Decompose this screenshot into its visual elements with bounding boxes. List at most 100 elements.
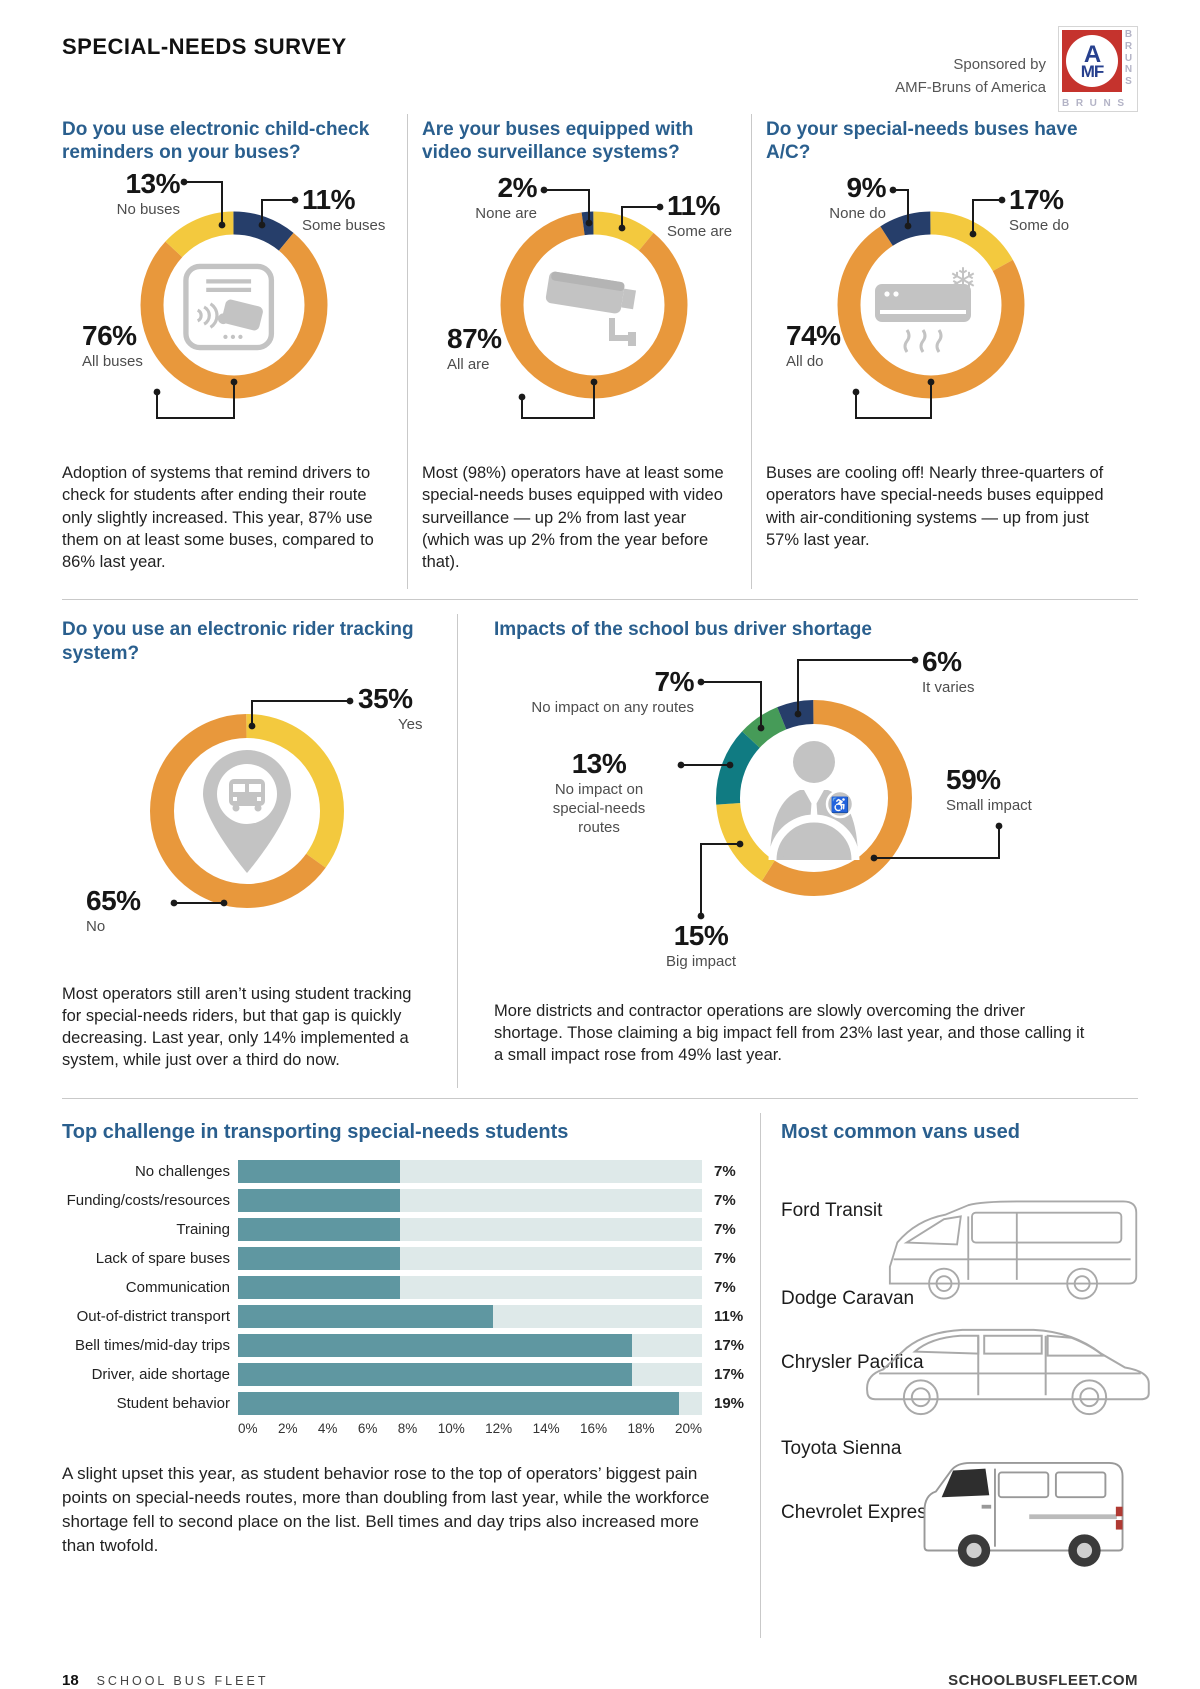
child-check-question: Do you use electronic child-check remind…	[62, 119, 370, 164]
callout-it-varies: 6% It varies	[922, 645, 975, 696]
callout-no: 65% No	[86, 884, 141, 935]
bar-track	[238, 1188, 702, 1212]
section-divider-1	[62, 599, 1138, 601]
ac-question: Do your special-needs buses have A/C?	[766, 119, 1078, 164]
callout-all-buses: 76% All buses	[82, 320, 143, 371]
van-name-ford-transit: Ford Transit	[781, 1199, 883, 1221]
sponsor-block: Sponsored by AMF-Bruns of America A MF B…	[895, 26, 1138, 112]
callout-some-are: 11% Some are	[667, 190, 733, 241]
callout-small-impact: 59% Small impact	[946, 763, 1032, 814]
bus-location-pin-icon	[203, 749, 291, 873]
video-donut-chart: 2% None are 11% Some are 87% All are	[422, 170, 752, 446]
donut-svg	[140, 178, 328, 420]
bar-chart: No challenges 7% Funding/costs/resources 7…	[62, 1159, 760, 1436]
bar-row: Lack of spare buses 7%	[62, 1246, 760, 1270]
chrysler-pacifica-illustration	[866, 1328, 1150, 1415]
vans-title: Most common vans used	[781, 1120, 1020, 1143]
middle-survey-row: Do you use an electronic rider tracking …	[62, 614, 1138, 1088]
header: SPECIAL-NEEDS SURVEY Sponsored by AMF-Br…	[62, 26, 1138, 114]
callout-some-do: 17% Some do	[1009, 184, 1070, 235]
donut-svg	[500, 186, 688, 420]
bar-track	[238, 1275, 702, 1299]
amf-logo-red-square: A MF	[1062, 30, 1122, 92]
callout-yes: 35% Yes	[358, 682, 423, 733]
svg-text:♿: ♿	[831, 796, 850, 814]
callout-no-impact-sn: 13% No impact on special-needs routes	[552, 747, 646, 836]
bar-track	[238, 1362, 702, 1386]
driver-shortage-note: More districts and contractor operations…	[494, 1001, 1085, 1064]
bar-row: Training 7%	[62, 1217, 760, 1241]
bar-row: No challenges 7%	[62, 1159, 760, 1183]
van-name-toyota-sienna: Toyota Sienna	[781, 1437, 902, 1459]
rider-tracking-card: Do you use an electronic rider tracking …	[62, 614, 457, 1087]
donut-svg	[837, 186, 1025, 420]
amf-logo-monogram: A MF	[1066, 35, 1118, 87]
bar-row: Bell times/mid-day trips 17%	[62, 1333, 760, 1357]
child-check-donut-chart: 13% No buses 11% Some buses 76% All buse…	[62, 170, 392, 446]
bar-track	[238, 1217, 702, 1241]
callout-big-impact: 15% Big impact	[665, 919, 737, 970]
callout-all-are: 87% All are	[447, 323, 502, 374]
sponsor-text: Sponsored by AMF-Bruns of America	[895, 56, 1046, 96]
driver-shortage-donut-chart: ♿ 6% It varies 7% No impact on any route…	[494, 645, 1114, 984]
video-note: Most (98%) operators have at least some …	[422, 464, 724, 571]
bar-track	[238, 1246, 702, 1270]
callout-some-buses: 11% Some buses	[302, 184, 386, 235]
page-number: 18	[62, 1671, 79, 1689]
security-camera-icon	[545, 271, 637, 347]
driver-shortage-title: Impacts of the school bus driver shortag…	[494, 619, 872, 641]
ac-card: Do your special-needs buses have A/C? ❄	[751, 114, 1138, 590]
top-survey-row: Do you use electronic child-check remind…	[62, 114, 1138, 590]
van-name-dodge-caravan: Dodge Caravan	[781, 1287, 915, 1309]
ac-donut-chart: ❄ 9% None do 17% Some do 74% All do	[766, 170, 1096, 446]
bus-driver-icon: ♿	[768, 740, 860, 860]
tracking-question: Do you use an electronic rider tracking …	[62, 619, 414, 664]
van-name-chevrolet-express: Chevrolet Express	[781, 1501, 937, 1523]
bar-track	[238, 1333, 702, 1357]
bar-chart-note: A slight upset this year, as student beh…	[62, 1463, 710, 1556]
vans-list: Ford Transit Dodge Caravan Chrysler Paci…	[781, 1160, 1150, 1638]
donut-svg	[150, 697, 354, 908]
callout-none-are: 2% None are	[475, 172, 537, 223]
bar-track	[238, 1159, 702, 1183]
ac-note: Buses are cooling off! Nearly three-quar…	[766, 464, 1104, 549]
page-footer: 18 SCHOOL BUS FLEET SCHOOLBUSFLEET.COM	[62, 1672, 1138, 1689]
child-check-card: Do you use electronic child-check remind…	[62, 114, 407, 589]
child-check-reader-icon	[183, 264, 275, 351]
footer-left: 18 SCHOOL BUS FLEET	[62, 1672, 268, 1689]
air-conditioner-icon: ❄	[875, 262, 977, 354]
video-surveillance-card: Are your buses equipped with video surve…	[407, 114, 752, 590]
callout-none-do: 9% None do	[829, 172, 886, 223]
video-question: Are your buses equipped with video surve…	[422, 119, 694, 164]
bar-row: Out-of-district transport 11%	[62, 1304, 760, 1328]
child-check-note: Adoption of systems that remind drivers …	[62, 464, 374, 571]
tracking-donut-chart: 35% Yes 65% No	[62, 671, 457, 967]
chevrolet-express-illustration	[923, 1461, 1124, 1567]
bar-track	[238, 1304, 702, 1328]
bar-row: Driver, aide shortage 17%	[62, 1362, 760, 1386]
vans-card: Most common vans used Ford Transit Dodge…	[760, 1112, 1150, 1638]
bottom-row: Top challenge in transporting special-ne…	[62, 1112, 1150, 1638]
donut-svg	[677, 656, 1003, 919]
top-challenge-card: Top challenge in transporting special-ne…	[62, 1113, 760, 1638]
footer-brand: SCHOOL BUS FLEET	[96, 1673, 269, 1688]
bar-chart-title: Top challenge in transporting special-ne…	[62, 1120, 569, 1143]
bar-track	[238, 1391, 702, 1415]
footer-site: SCHOOLBUSFLEET.COM	[948, 1671, 1138, 1689]
bar-row: Communication 7%	[62, 1275, 760, 1299]
x-axis-ticks: 0% 2% 4% 6% 8% 10% 12% 14% 16% 18% 20%	[238, 1420, 702, 1436]
bar-row: Funding/costs/resources 7%	[62, 1188, 760, 1212]
page-title: SPECIAL-NEEDS SURVEY	[62, 34, 347, 59]
tracking-note: Most operators still aren’t using studen…	[62, 984, 412, 1070]
callout-no-impact-any: 7% No impact on any routes	[531, 665, 694, 716]
van-name-chrysler-pacifica: Chrysler Pacifica	[781, 1351, 924, 1373]
section-divider-2	[62, 1097, 1138, 1099]
driver-shortage-card: Impacts of the school bus driver shortag…	[457, 614, 1138, 1088]
ford-transit-illustration	[888, 1200, 1138, 1300]
callout-no-buses: 13% No buses	[116, 168, 181, 219]
callout-all-do: 74% All do	[786, 320, 841, 371]
bar-row: Student behavior 19%	[62, 1391, 760, 1415]
